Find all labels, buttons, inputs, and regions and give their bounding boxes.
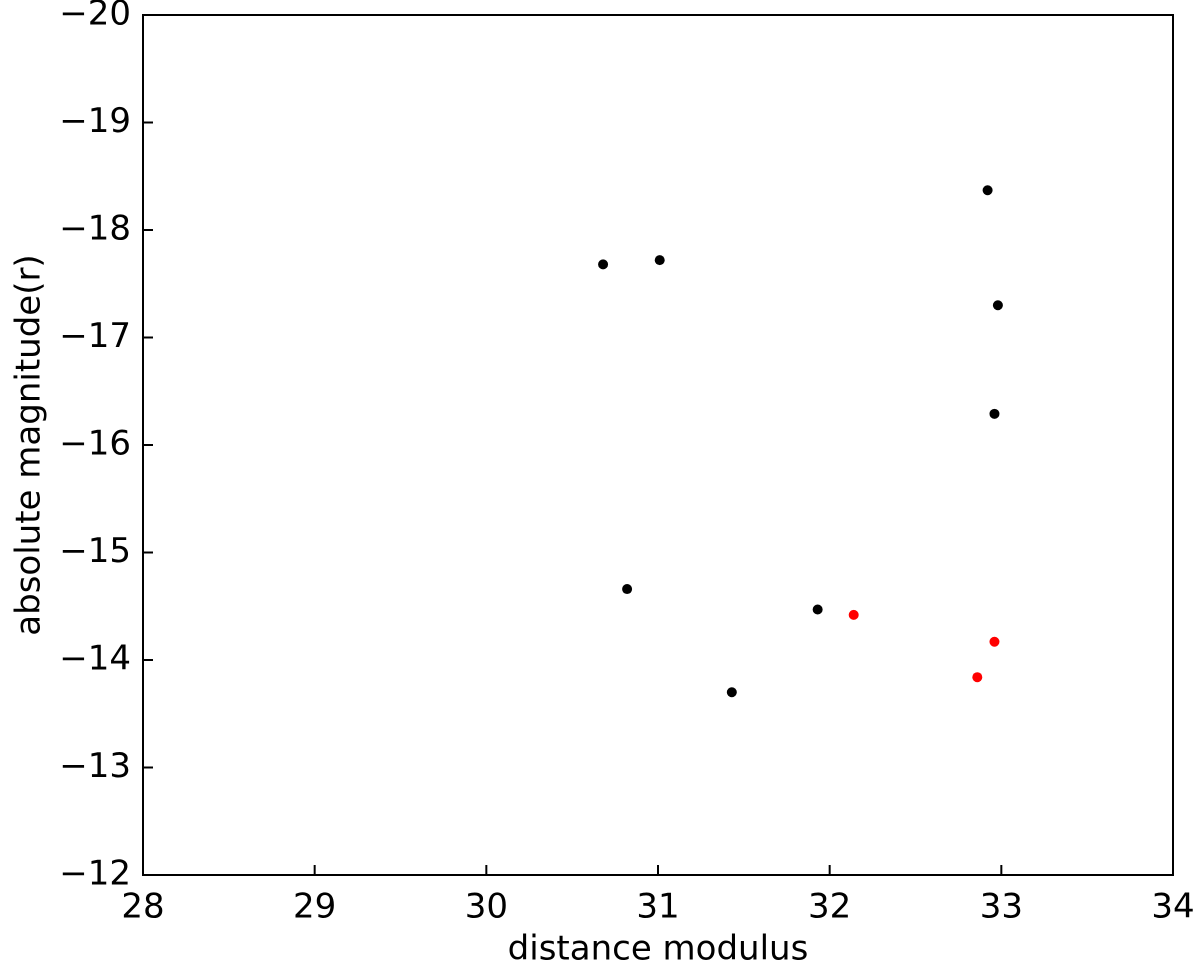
point (726, 687, 737, 698)
point (992, 300, 1003, 311)
plot-frame (142, 14, 1174, 876)
y-tick-label: −20 (59, 0, 131, 34)
point (848, 609, 859, 620)
y-axis-label: absolute magnitude(r) (9, 254, 49, 635)
point (972, 672, 983, 683)
point (989, 636, 1000, 647)
x-tick-label: 30 (465, 887, 508, 927)
y-tick-label: −15 (59, 531, 131, 571)
point (654, 255, 665, 266)
x-axis-label: distance modulus (508, 929, 809, 966)
y-tick-label: −13 (59, 746, 131, 786)
point (622, 584, 633, 595)
y-tick-label: −12 (59, 854, 131, 894)
x-tick-label: 34 (1151, 887, 1194, 927)
point (812, 604, 823, 615)
point (982, 185, 993, 196)
x-tick-label: 31 (636, 887, 679, 927)
y-tick-label: −18 (59, 209, 131, 249)
x-tick-label: 32 (808, 887, 851, 927)
point (989, 408, 1000, 419)
point (598, 259, 609, 270)
y-tick-label: −14 (59, 639, 131, 679)
x-tick-label: 28 (121, 887, 164, 927)
x-tick-label: 29 (293, 887, 336, 927)
y-tick-label: −17 (59, 316, 131, 356)
x-tick-label: 33 (980, 887, 1023, 927)
y-tick-label: −16 (59, 424, 131, 464)
y-tick-label: −19 (59, 101, 131, 141)
